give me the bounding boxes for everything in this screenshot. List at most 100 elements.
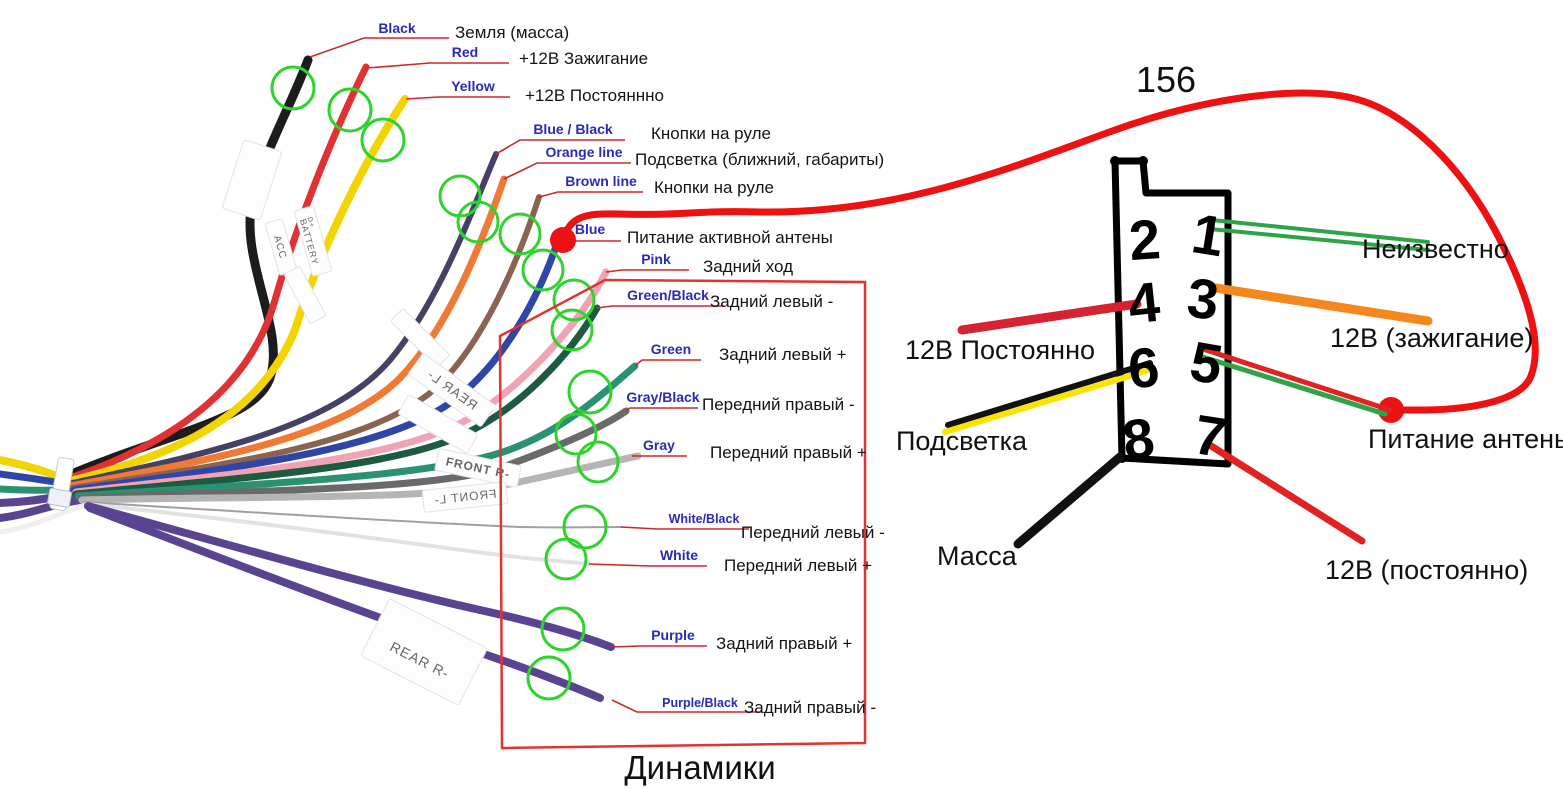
wire-function-label: +12В Постояннно: [525, 86, 664, 105]
wire-color-label: Brown line: [565, 173, 637, 189]
leader-line: [610, 645, 707, 648]
wire-function-label: Задний левый +: [719, 345, 847, 364]
pin5-wire-green: [1200, 354, 1388, 417]
wire-color-label: White: [660, 547, 698, 563]
annotation-red: Red +12В Зажигание: [366, 44, 648, 69]
pin1-wire-green-b: [1208, 227, 1430, 252]
speakers-box: [498, 278, 867, 750]
leader-line: [596, 305, 724, 309]
wire-color-label: Gray: [643, 437, 675, 453]
pin1-label: Неизвестно: [1362, 234, 1509, 264]
wire-color-label: White/Black: [669, 512, 740, 526]
blank-tag: [390, 308, 450, 368]
rear-left-tag: REAR L-: [408, 353, 496, 427]
annotation-green: Green Задний левый +: [634, 341, 847, 367]
wire-function-label: Задний правый -: [744, 698, 876, 717]
outline-corner-dot: [1110, 156, 1120, 166]
wire-white-black: [83, 501, 622, 529]
pin6-label: Подсветка: [896, 426, 1028, 456]
wire-gray-black: [76, 407, 630, 502]
blank-tag: [398, 394, 478, 454]
wire-color-label: Blue / Black: [533, 121, 613, 137]
antenna-power-loop-wire: [559, 89, 1539, 414]
pin5-wire-red: [1203, 347, 1393, 413]
wire-function-label: Земля (масса): [455, 23, 569, 42]
wire-color-label: Pink: [641, 251, 671, 267]
outline-corner-dot: [1138, 156, 1148, 166]
splice-circle-blue-black: [438, 174, 482, 218]
splice-circle-white: [544, 537, 588, 581]
wire-color-label: Red: [452, 44, 478, 60]
leader-line: [309, 37, 449, 58]
wire-function-label: Передний правый -: [702, 395, 854, 414]
pin5-label: Питание антены: [1368, 424, 1563, 454]
splice-circle-green-black: [550, 308, 594, 352]
wire-color-label: Green: [651, 341, 691, 357]
acc-tag: ACC: [264, 218, 298, 276]
annotation-pink: Pink Задний ход: [605, 251, 793, 276]
splice-circle-brown: [498, 212, 542, 256]
tail-purple-wire-2: [0, 496, 84, 522]
splice-circle-pink: [552, 278, 596, 322]
annotation-brown: Brown line Кнопки на руле: [538, 173, 774, 198]
wire-function-label: Кнопки на руле: [651, 124, 771, 143]
annotation-white-black: White/Black Передний левый -: [620, 512, 885, 542]
pin4-label: 12В Постоянно: [905, 335, 1095, 365]
zip-tie: [47, 456, 75, 512]
pin-number-3: 3: [1184, 266, 1222, 332]
leader-line: [625, 407, 698, 412]
blank-tag: [222, 139, 282, 221]
annotation-gray-black: Gray/Black Передний правый -: [625, 389, 854, 414]
pin3-wire-orange: [1211, 283, 1433, 326]
splice-circle-red: [327, 87, 373, 133]
wire-color-label: Orange line: [545, 144, 622, 160]
rear-right-tag: REAR R-: [361, 599, 487, 705]
wire-color-label: Black: [378, 20, 416, 36]
splice-circle-gray-black: [554, 412, 598, 456]
tail-white-wire: [0, 502, 88, 535]
front-left-tag: FRONT L-: [421, 481, 509, 513]
wire-function-label: +12В Зажигание: [519, 49, 648, 68]
loop-start-dot: [550, 227, 576, 253]
pin-number-2: 2: [1127, 207, 1162, 272]
annotation-purple: Purple Задний правый +: [610, 627, 852, 653]
pin8-wire-black: [1013, 452, 1125, 549]
wire-color-label: Purple: [651, 627, 695, 643]
wire-yellow: [62, 95, 409, 486]
wire-function-label: Питание активной антены: [627, 228, 833, 247]
wire-orange: [66, 175, 508, 490]
tag-rect: [421, 481, 509, 513]
leader-line: [634, 359, 701, 367]
wire-function-label: Кнопки на руле: [654, 178, 774, 197]
wire-color-label: Yellow: [451, 78, 495, 94]
wire-function-label: Передний левый +: [724, 556, 872, 575]
splice-circle-white-black: [562, 504, 608, 550]
splice-circle-orange: [456, 200, 500, 244]
tag-rect: [284, 266, 326, 324]
annotation-yellow: Yellow +12В Постояннно: [405, 78, 664, 105]
pin6-wire-yellow: [942, 368, 1149, 435]
wire-white: [84, 502, 591, 566]
leader-line: [605, 269, 689, 273]
annotation-orange: Orange line Подсветка (ближний, габариты…: [503, 144, 884, 180]
pin-number-7: 7: [1190, 402, 1231, 469]
wire-function-label: Подсветка (ближний, габариты): [635, 150, 884, 169]
connector-id-label: 156: [1136, 59, 1196, 100]
pin8-label: Масса: [937, 541, 1018, 571]
wire-color-label: Gray/Black: [626, 389, 699, 405]
battery-tag-sub-label: D+: [305, 216, 315, 229]
tag-rect: [408, 353, 496, 427]
wire-function-label: Задний левый -: [710, 292, 833, 311]
wire-black: [57, 55, 313, 483]
annotation-blue: Blue Питание активной антены: [560, 221, 833, 247]
zip-tie-head: [47, 487, 72, 508]
wire-color-label: Green/Black: [627, 287, 709, 303]
blank-tag: [284, 266, 326, 324]
wire-function-label: Задний правый +: [716, 634, 852, 653]
wire-blue-black: [65, 151, 499, 487]
pin-number-5: 5: [1186, 329, 1228, 396]
splice-markers: [270, 65, 620, 701]
annotation-purple-black: Purple/Black Задний правый -: [611, 696, 876, 717]
